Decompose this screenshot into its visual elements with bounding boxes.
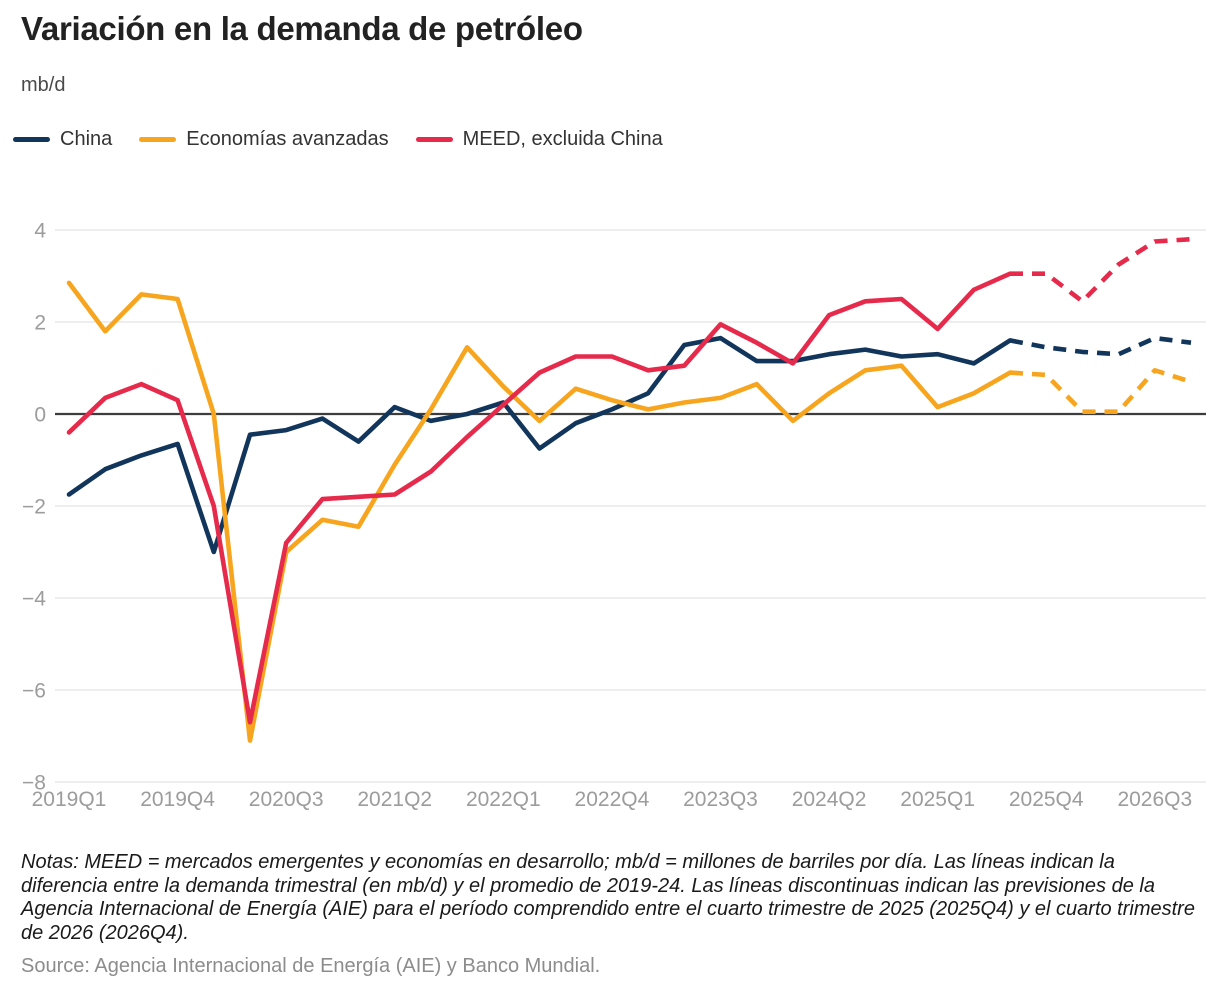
y-tick-label: 0 — [34, 404, 46, 427]
series-line-china-forecast — [1009, 335, 1192, 357]
y-tick-label: −8 — [22, 772, 46, 795]
x-tick-label: 2024Q2 — [792, 788, 867, 811]
chart: 4 2 0 −2 −4 −6 −8 2019Q1 2019Q4 2020Q3 2021Q2 2022Q… — [0, 180, 1220, 840]
unit-label: mb/d — [21, 74, 66, 96]
x-tick-label: 2025Q4 — [1009, 788, 1084, 811]
series-line-econom-as-avanzadas-forecast — [1009, 367, 1192, 415]
chart-source: Source: Agencia Internacional de Energía… — [21, 955, 601, 977]
legend-item-meed-excluida-china: MEED, excluida China — [415, 128, 663, 151]
series-line-meed-excluida-china-forecast — [1010, 236, 1192, 304]
legend-swatch-china — [13, 136, 50, 143]
chart-notes: Notas: MEED = mercados emergentes y econ… — [21, 851, 1195, 944]
x-tick-label: 2019Q1 — [32, 788, 107, 811]
legend-item-china: China — [13, 128, 112, 151]
x-tick-label: 2021Q2 — [357, 788, 432, 811]
y-tick-label: −4 — [22, 588, 46, 611]
y-tick-label: −6 — [22, 680, 46, 703]
x-tick-label: 2022Q4 — [575, 788, 650, 811]
y-tick-label: 2 — [34, 312, 46, 335]
y-tick-label: 4 — [34, 220, 46, 243]
x-tick-label: 2022Q1 — [466, 788, 541, 811]
legend-label: Economías avanzadas — [186, 128, 389, 150]
series-line-meed-excluida-china — [66, 271, 1013, 725]
legend: China Economías avanzadas MEED, excluida C… — [13, 128, 663, 151]
legend-swatch-meed-excluida-china — [415, 136, 453, 143]
x-tick-label: 2019Q4 — [140, 788, 215, 811]
series-line-econom-as-avanzadas — [66, 280, 1013, 743]
legend-label: MEED, excluida China — [462, 128, 663, 150]
legend-label: China — [60, 128, 113, 150]
legend-swatch-econom-as-avanzadas — [139, 136, 177, 143]
x-tick-label: 2025Q1 — [900, 788, 975, 811]
page-title: Variación en la demanda de petróleo — [21, 10, 583, 47]
legend-item-econom-as-avanzadas: Economías avanzadas — [139, 128, 389, 151]
x-tick-label: 2020Q3 — [249, 788, 324, 811]
x-tick-label: 2026Q3 — [1117, 788, 1192, 811]
x-tick-label: 2023Q3 — [683, 788, 758, 811]
y-tick-label: −2 — [22, 496, 46, 519]
